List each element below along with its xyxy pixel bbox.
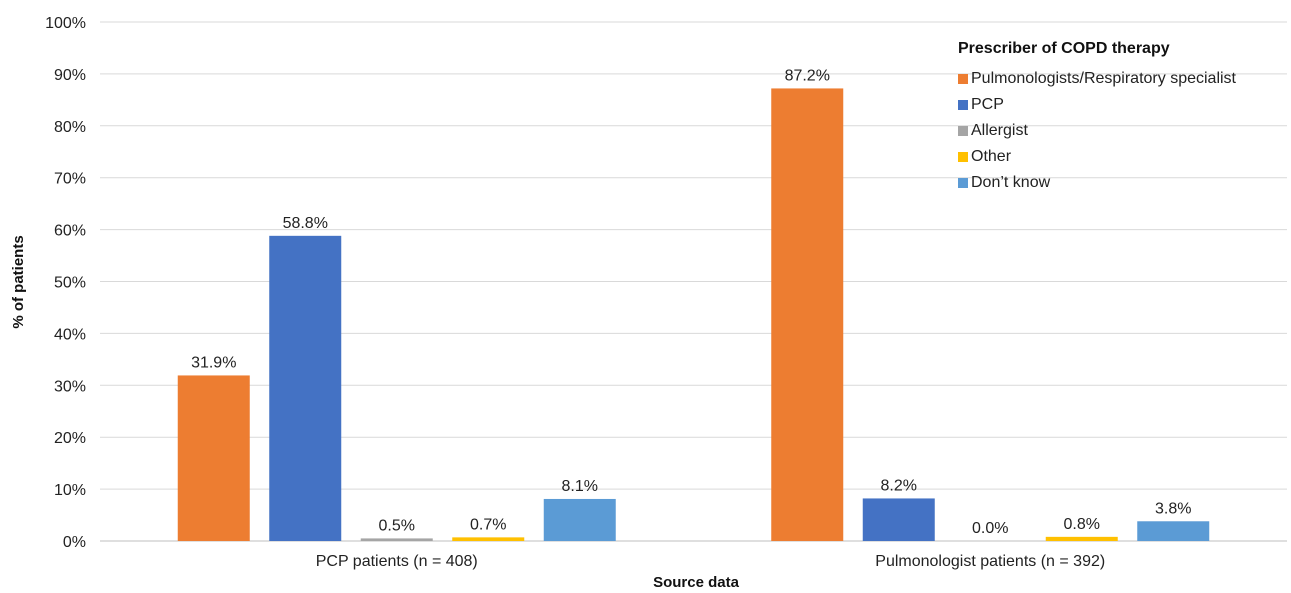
legend-swatch — [958, 100, 968, 110]
data-label: 0.0% — [972, 520, 1008, 537]
x-axis-categories: PCP patients (n = 408) Pulmonologist pati… — [316, 553, 1105, 570]
y-tick-label: 10% — [54, 482, 86, 499]
legend: Prescriber of COPD therapy Pulmonologist… — [958, 40, 1236, 196]
bar — [452, 537, 525, 541]
data-label: 3.8% — [1155, 500, 1191, 517]
legend-item: Don’t know — [958, 170, 1236, 196]
legend-label: PCP — [971, 96, 1004, 113]
data-label: 31.9% — [191, 354, 236, 371]
legend-item: Allergist — [958, 118, 1236, 144]
data-label: 87.2% — [785, 67, 830, 84]
y-tick-label: 80% — [54, 119, 86, 136]
legend-label: Pulmonologists/Respiratory specialist — [971, 70, 1236, 87]
data-label: 8.2% — [881, 477, 917, 494]
y-tick-label: 20% — [54, 430, 86, 447]
legend-item: PCP — [958, 92, 1236, 118]
legend-label: Allergist — [971, 122, 1028, 139]
bar — [269, 235, 342, 541]
y-tick-label: 0% — [63, 534, 86, 551]
data-label: 0.8% — [1064, 516, 1100, 533]
legend-swatch — [958, 178, 968, 188]
legend-swatch — [958, 74, 968, 84]
legend-label: Other — [971, 148, 1012, 165]
legend-item: Other — [958, 144, 1236, 170]
y-axis-title: % of patients — [10, 235, 27, 328]
y-tick-label: 60% — [54, 223, 86, 240]
legend-items: Pulmonologists/Respiratory specialist PCP… — [958, 66, 1236, 196]
legend-swatch — [958, 126, 968, 136]
bar — [543, 498, 616, 541]
data-label: 0.7% — [470, 516, 506, 533]
legend-item: Pulmonologists/Respiratory specialist — [958, 66, 1236, 92]
legend-swatch — [958, 152, 968, 162]
x-axis-title: Source data — [653, 574, 740, 591]
data-label: 0.5% — [379, 517, 415, 534]
legend-title: Prescriber of COPD therapy — [958, 40, 1170, 57]
bar — [1045, 536, 1118, 541]
x-tick-label: Pulmonologist patients (n = 392) — [875, 553, 1105, 570]
bar — [862, 498, 935, 541]
data-label: 58.8% — [283, 215, 328, 232]
bars — [177, 88, 1210, 541]
legend-label: Don’t know — [971, 174, 1051, 191]
bar — [771, 88, 844, 541]
y-tick-label: 90% — [54, 67, 86, 84]
bar — [177, 375, 250, 541]
x-tick-label: PCP patients (n = 408) — [316, 553, 478, 570]
y-tick-label: 100% — [45, 15, 86, 32]
bar — [1137, 521, 1210, 541]
data-label: 8.1% — [562, 478, 598, 495]
bar — [360, 538, 433, 541]
y-tick-label: 70% — [54, 171, 86, 188]
y-axis-ticks: 0% 10% 20% 30% 40% 50% 60% 70% 80% 90% 100% — [45, 15, 86, 551]
data-labels: 31.9% 58.8% 0.5% 0.7% 8.1% 87.2% 8.2% 0.0% 0.8% 3… — [191, 67, 1191, 537]
y-tick-label: 40% — [54, 326, 86, 343]
y-tick-label: 30% — [54, 378, 86, 395]
y-tick-label: 50% — [54, 275, 86, 292]
